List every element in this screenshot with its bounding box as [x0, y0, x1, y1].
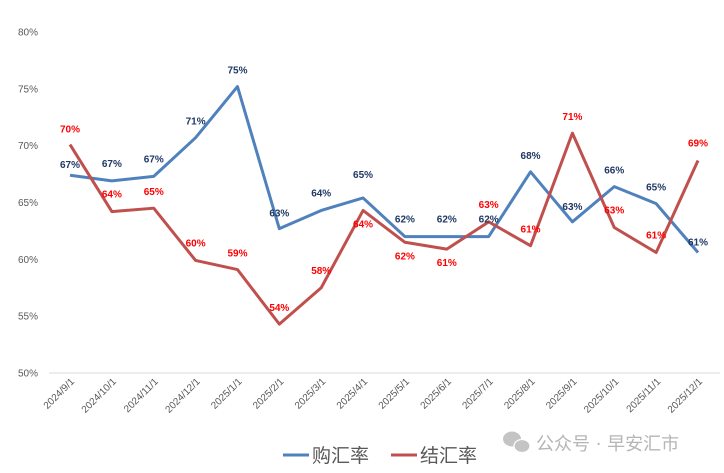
x-tick-label: 2025/8/1 [502, 376, 538, 412]
legend: 购汇率 结汇率 [283, 445, 477, 467]
y-tick-label: 65% [18, 198, 38, 209]
y-tick-label: 70% [18, 141, 38, 152]
y-axis: 50% 55% 60% 65% 70% 75% 80% [18, 28, 38, 380]
x-tick-label: 2024/11/1 [122, 376, 161, 415]
data-label: 67% [60, 160, 80, 171]
data-label: 61% [688, 238, 708, 249]
x-tick-label: 2025/11/1 [625, 376, 664, 415]
y-tick-label: 80% [18, 28, 38, 39]
data-label: 65% [353, 170, 373, 181]
y-tick-label: 50% [18, 369, 38, 380]
data-label: 62% [479, 215, 499, 226]
data-label: 61% [437, 258, 457, 269]
legend-label: 结汇率 [420, 445, 477, 467]
data-label: 59% [227, 249, 247, 260]
watermark-text: 公众号 · 早安汇市 [536, 434, 679, 455]
data-label: 64% [353, 219, 373, 230]
series-line-0 [69, 85, 700, 254]
x-tick-label: 2025/12/1 [666, 376, 706, 416]
data-label: 67% [144, 154, 164, 165]
x-tick-label: 2025/4/1 [335, 376, 371, 412]
data-label: 71% [562, 112, 582, 123]
data-label: 71% [186, 117, 206, 128]
data-label: 62% [437, 215, 457, 226]
x-tick-label: 2025/2/1 [251, 376, 287, 412]
data-label: 65% [646, 183, 666, 194]
data-label: 61% [521, 225, 541, 236]
data-label: 58% [311, 266, 331, 277]
data-label: 65% [144, 187, 164, 198]
y-tick-label: 60% [18, 255, 38, 266]
data-label: 67% [102, 159, 122, 170]
y-tick-label: 55% [18, 312, 38, 323]
data-label: 69% [688, 138, 708, 149]
x-tick-label: 2025/10/1 [582, 376, 622, 416]
watermark: 公众号 · 早安汇市 [503, 431, 679, 455]
x-tick-label: 2024/9/1 [42, 376, 78, 412]
x-tick-label: 2024/12/1 [163, 376, 203, 416]
data-label: 60% [186, 238, 206, 249]
data-label: 66% [604, 166, 624, 177]
data-label: 63% [604, 206, 624, 217]
x-tick-label: 2025/5/1 [377, 376, 413, 412]
x-tick-label: 2025/3/1 [293, 376, 329, 412]
x-tick-label: 2025/9/1 [544, 376, 580, 412]
legend-label: 购汇率 [312, 445, 369, 467]
data-label: 64% [311, 188, 331, 199]
data-label: 62% [395, 251, 415, 262]
series-group [68, 85, 700, 326]
x-tick-label: 2025/7/1 [460, 376, 496, 412]
data-label: 68% [521, 151, 541, 162]
data-label: 64% [102, 190, 122, 201]
data-label: 63% [269, 209, 289, 220]
data-label: 54% [269, 303, 289, 314]
data-label: 63% [479, 200, 499, 211]
x-tick-label: 2025/6/1 [419, 376, 455, 412]
x-axis: 2024/9/1 2024/10/1 2024/11/1 2024/12/1 2025/… [42, 376, 706, 416]
data-label: 75% [227, 66, 247, 77]
y-tick-label: 75% [18, 84, 38, 95]
data-label: 62% [395, 215, 415, 226]
data-label: 61% [646, 231, 666, 242]
x-tick-label: 2025/1/1 [209, 376, 245, 412]
data-label: 70% [60, 125, 80, 136]
series-line-1 [68, 131, 700, 326]
data-labels: 67% 67% 67% 71% 75% 63% 64% 65% 62% 62% 62% 68% 63% 6… [60, 66, 708, 315]
x-tick-label: 2024/10/1 [80, 376, 120, 416]
wechat-icon [503, 431, 531, 454]
data-label: 63% [562, 202, 582, 213]
